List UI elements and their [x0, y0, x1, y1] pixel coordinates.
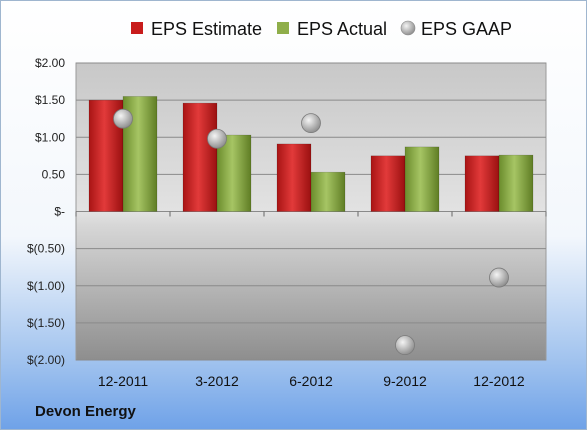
y-tick-label: $1.00: [35, 130, 65, 144]
x-tick-label: 9-2012: [383, 373, 427, 389]
x-tick-label: 12-2011: [98, 373, 149, 389]
y-tick-label: $1.50: [35, 93, 65, 107]
legend-label: EPS Actual: [297, 19, 387, 39]
y-tick-label: $-: [54, 205, 65, 219]
legend-label: EPS Estimate: [151, 19, 262, 39]
legend-swatch: [400, 20, 416, 36]
eps-estimate-bar: [276, 143, 312, 212]
eps-gaap-marker: [395, 335, 415, 356]
y-tick-label: $(2.00): [27, 353, 65, 367]
plot-area: $2.00 $1.50 $1.00 0.50 $- $(0.50) $(1.00) $(1.5…: [27, 56, 547, 389]
x-tick-label: 3-2012: [195, 373, 239, 389]
legend-label: EPS GAAP: [421, 19, 512, 39]
eps-gaap-marker: [113, 108, 133, 129]
eps-actual-bar: [404, 146, 440, 212]
eps-actual-bar: [310, 171, 346, 212]
legend-swatch: [131, 22, 143, 34]
eps-gaap-marker: [301, 113, 321, 134]
eps-gaap-marker: [489, 267, 509, 288]
y-tick-label: $(1.50): [27, 316, 65, 330]
legend-swatch: [277, 22, 289, 34]
eps-estimate-bar: [182, 102, 218, 212]
eps-actual-bar: [498, 154, 534, 212]
y-tick-label: $(0.50): [27, 242, 65, 256]
y-tick-label: $2.00: [35, 56, 65, 70]
eps-gaap-marker: [207, 128, 227, 149]
eps-estimate-bar: [370, 155, 406, 212]
y-tick-label: $(1.00): [27, 279, 65, 293]
eps-estimate-bar: [464, 155, 500, 212]
x-tick-label: 6-2012: [289, 373, 333, 389]
legend: EPS Estimate EPS Actual EPS GAAP: [131, 19, 512, 39]
y-tick-label: 0.50: [42, 167, 66, 181]
company-name: Devon Energy: [35, 403, 136, 420]
eps-actual-bar: [216, 134, 252, 212]
x-tick-label: 12-2012: [473, 373, 525, 389]
